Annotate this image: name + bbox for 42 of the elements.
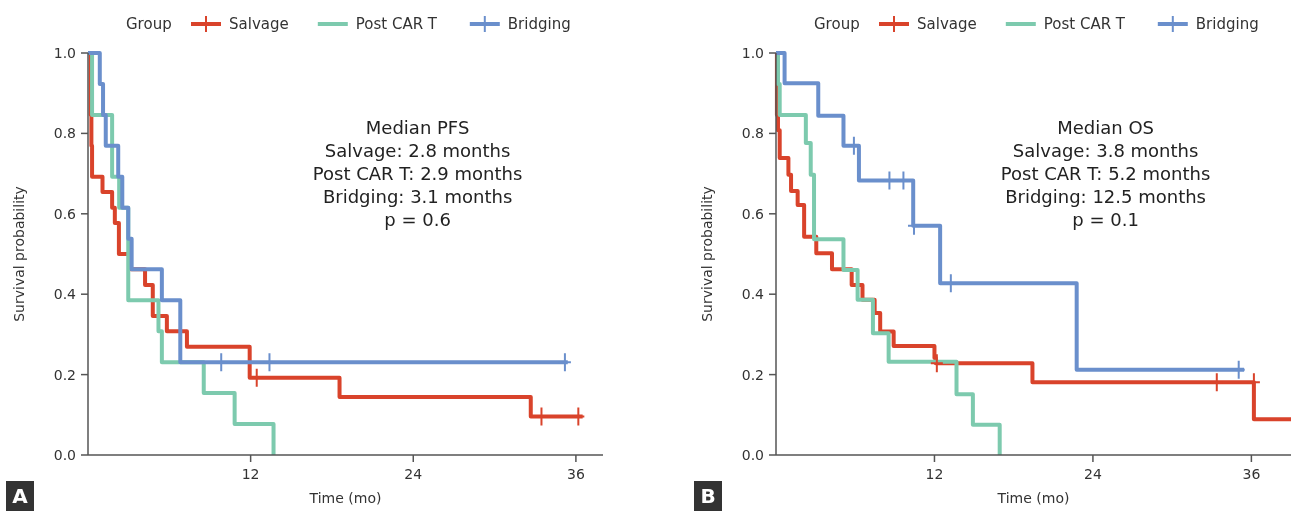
- x-axis-title: Time (mo): [308, 490, 382, 506]
- annotation: Bridging: 12.5 months: [1005, 186, 1207, 207]
- y-tick-label: 1.0: [53, 45, 76, 61]
- annotation: Salvage: 2.8 months: [324, 140, 511, 161]
- x-tick-label: 24: [1084, 466, 1102, 482]
- x-tick-label: 36: [1242, 466, 1261, 482]
- annotation: Median OS: [1057, 117, 1154, 138]
- y-tick-label: 0.0: [741, 447, 764, 463]
- y-tick-label: 0.0: [53, 447, 76, 463]
- y-tick-label: 0.4: [741, 286, 765, 303]
- annotation: Salvage: 3.8 months: [1012, 140, 1199, 161]
- x-tick-label: 24: [404, 466, 423, 482]
- annotation: p = 0.1: [1072, 209, 1139, 230]
- y-tick-label: 0.8: [741, 125, 764, 142]
- legend-label: Bridging: [507, 15, 571, 33]
- annotation: Bridging: 3.1 months: [322, 186, 513, 207]
- annotation: Median PFS: [365, 117, 470, 138]
- legend-label: Post CAR T: [355, 15, 438, 33]
- y-tick-label: 0.2: [53, 366, 76, 383]
- y-tick-label: 0.2: [741, 366, 764, 383]
- y-tick-label: 0.4: [53, 286, 77, 303]
- legend-title: Group: [126, 15, 172, 33]
- legend-label: Bridging: [1195, 15, 1259, 33]
- x-tick-label: 12: [925, 466, 944, 482]
- x-tick-label: 12: [241, 466, 260, 482]
- annotation: Post CAR T: 5.2 months: [1000, 163, 1211, 184]
- y-tick-label: 0.6: [741, 205, 765, 222]
- y-axis-title: Survival probability: [11, 186, 27, 322]
- legend-label: Salvage: [229, 15, 289, 33]
- legend-title: Group: [814, 15, 860, 33]
- y-axis-title: Survival probability: [699, 186, 715, 322]
- x-tick-label: 36: [566, 466, 585, 482]
- annotation: Post CAR T: 2.9 months: [312, 163, 523, 184]
- y-tick-label: 1.0: [741, 45, 764, 61]
- legend-label: Salvage: [917, 15, 977, 33]
- y-tick-label: 0.6: [53, 205, 77, 222]
- y-tick-label: 0.8: [53, 125, 76, 142]
- legend-label: Post CAR T: [1043, 15, 1126, 33]
- x-axis-title: Time (mo): [996, 490, 1070, 506]
- annotation: p = 0.6: [384, 209, 451, 230]
- text: B: [700, 484, 716, 508]
- text: A: [12, 484, 29, 508]
